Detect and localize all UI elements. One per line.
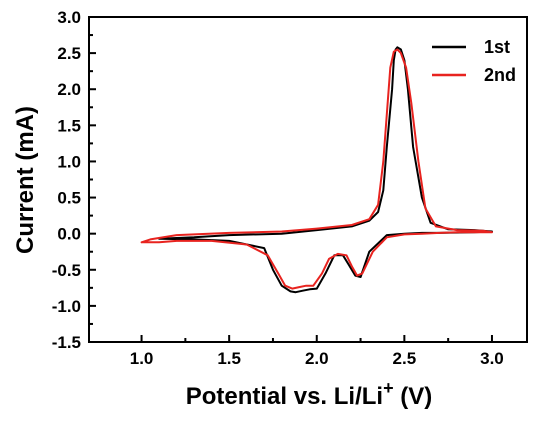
x-axis-title: Potential vs. Li/Li+ (V) <box>186 378 433 410</box>
x-tick-label: 3.0 <box>480 349 504 368</box>
y-tick-label: 1.0 <box>57 152 81 171</box>
y-tick-label: 2.5 <box>57 44 81 63</box>
x-axis-title-unit: (V) <box>394 383 433 410</box>
y-tick-label: 3.0 <box>57 8 81 27</box>
x-axis-title-main: Potential vs. Li/Li <box>186 383 383 410</box>
x-tick-label: 1.5 <box>217 349 241 368</box>
series-group <box>140 46 493 294</box>
series-line-1st <box>158 46 493 294</box>
series-line-2nd <box>140 48 493 290</box>
y-tick-label: -0.5 <box>52 261 81 280</box>
y-tick-label: 0.5 <box>57 189 81 208</box>
x-axis-title-sup: + <box>383 378 394 398</box>
x-tick-label: 2.0 <box>305 349 329 368</box>
y-tick-label: -1.0 <box>52 297 81 316</box>
x-tick-label: 1.0 <box>130 349 154 368</box>
x-tick-label: 2.5 <box>393 349 417 368</box>
legend-label-2nd: 2nd <box>484 65 516 85</box>
tick-group: 1.0 1.5 2.0 2.5 3.0 -1.5 -1.0 -0.5 0.0 0.5 1.0 1.5 2… <box>52 8 504 368</box>
y-tick-label: 2.0 <box>57 80 81 99</box>
legend: 1st 2nd <box>432 37 516 85</box>
y-axis-title: Current (mA) <box>12 106 39 254</box>
y-tick-label: 0.0 <box>57 225 81 244</box>
y-tick-label: 1.5 <box>57 116 81 135</box>
y-tick-label: -1.5 <box>52 333 81 352</box>
legend-label-1st: 1st <box>484 37 510 57</box>
plot-frame <box>88 16 528 343</box>
